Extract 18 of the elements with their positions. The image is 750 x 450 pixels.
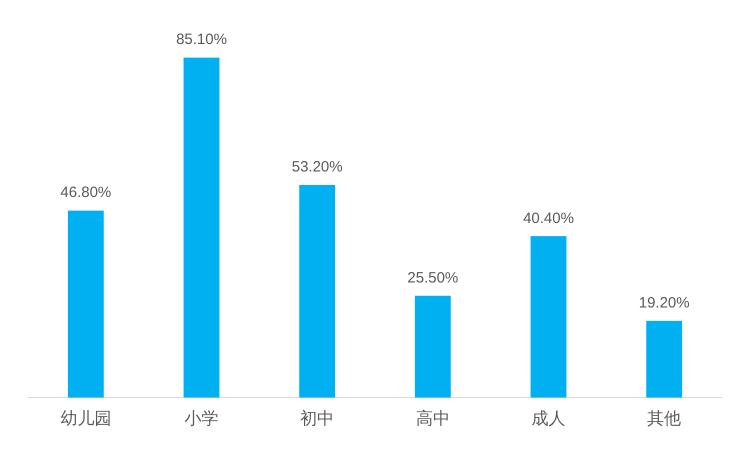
- data-label: 85.10%: [176, 31, 227, 48]
- x-tick-label: 高中: [416, 409, 450, 430]
- x-tick-label: 小学: [184, 409, 218, 430]
- x-tick-label: 初中: [300, 409, 334, 430]
- data-label: 53.20%: [292, 158, 343, 176]
- bar: [646, 320, 682, 398]
- data-label: 25.50%: [407, 269, 458, 286]
- x-tick-label: 成人: [532, 409, 566, 430]
- x-tick-label: 其他: [647, 409, 682, 430]
- bar: [530, 236, 566, 398]
- bar: [299, 185, 336, 398]
- data-label: 19.20%: [638, 294, 690, 312]
- bar: [184, 58, 220, 398]
- data-label: 46.80%: [60, 184, 112, 202]
- data-label: 40.40%: [523, 210, 574, 227]
- bar: [414, 296, 451, 398]
- x-tick-label: 幼儿园: [60, 409, 112, 430]
- bar: [68, 210, 104, 398]
